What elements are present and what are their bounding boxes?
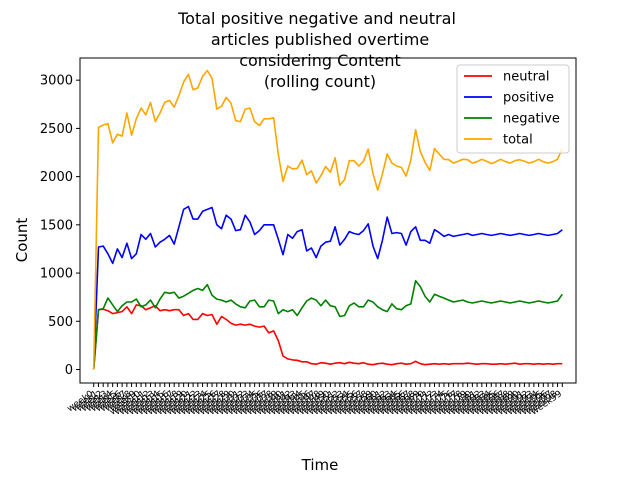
series-lines [92, 69, 564, 370]
legend-label-negative: negative [503, 112, 560, 127]
chart-title-line-1: Total positive negative and neutral [177, 9, 456, 28]
y-tick-label: 2500 [40, 122, 73, 137]
legend-box [456, 64, 570, 154]
legend-label-positive: positive [503, 91, 554, 106]
chart-title-line-4: (rolling count) [264, 72, 376, 91]
x-axis: week0week1week2week3week4week5week6week7… [66, 383, 564, 418]
y-axis-label: Count [13, 218, 31, 263]
y-tick-label: 1000 [40, 267, 73, 282]
legend-label-neutral: neutral [503, 70, 550, 85]
chart-title-line-3: considering Content [239, 51, 401, 70]
series-line-neutral [92, 304, 563, 370]
series-line-total [92, 69, 564, 370]
legend-label-total: total [503, 133, 533, 148]
legend: neutral positive negative total [456, 64, 570, 154]
y-tick-label: 2000 [40, 170, 73, 185]
x-axis-label: Time [301, 456, 339, 474]
y-tick-label: 500 [48, 315, 73, 330]
y-tick-label: 3000 [40, 74, 73, 89]
y-tick-label: 1500 [40, 218, 73, 233]
series-line-negative [92, 279, 563, 370]
y-tick-label: 0 [65, 363, 73, 378]
chart-title-line-2: articles published overtime [211, 30, 429, 49]
chart-title: Total positive negative and neutral arti… [177, 9, 456, 91]
series-line-positive [92, 205, 563, 370]
plot-area [79, 57, 577, 384]
y-axis: 0 500 1000 1500 2000 2500 3000 [40, 74, 80, 378]
